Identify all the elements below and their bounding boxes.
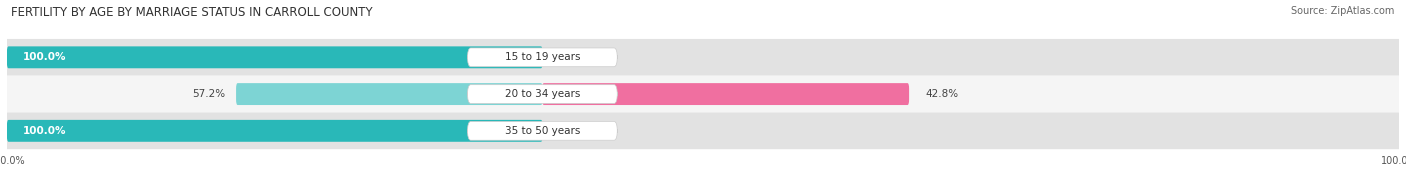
Text: FERTILITY BY AGE BY MARRIAGE STATUS IN CARROLL COUNTY: FERTILITY BY AGE BY MARRIAGE STATUS IN C… (11, 6, 373, 19)
FancyBboxPatch shape (467, 85, 617, 103)
FancyBboxPatch shape (7, 39, 1399, 76)
Text: 0.0%: 0.0% (558, 126, 585, 136)
FancyBboxPatch shape (7, 113, 1399, 149)
FancyBboxPatch shape (7, 76, 1399, 113)
Text: 0.0%: 0.0% (558, 52, 585, 62)
Text: 15 to 19 years: 15 to 19 years (505, 52, 581, 62)
Text: 42.8%: 42.8% (925, 89, 959, 99)
Text: 20 to 34 years: 20 to 34 years (505, 89, 581, 99)
Text: 100.0%: 100.0% (22, 52, 66, 62)
Text: 100.0%: 100.0% (22, 126, 66, 136)
FancyBboxPatch shape (7, 46, 543, 68)
FancyBboxPatch shape (467, 122, 617, 140)
FancyBboxPatch shape (467, 48, 617, 67)
FancyBboxPatch shape (236, 83, 543, 105)
Text: 57.2%: 57.2% (193, 89, 225, 99)
Text: 35 to 50 years: 35 to 50 years (505, 126, 581, 136)
FancyBboxPatch shape (543, 83, 910, 105)
Text: Source: ZipAtlas.com: Source: ZipAtlas.com (1291, 6, 1395, 16)
FancyBboxPatch shape (7, 120, 543, 142)
